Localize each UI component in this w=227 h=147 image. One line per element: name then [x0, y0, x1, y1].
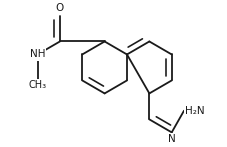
Text: NH: NH — [30, 49, 45, 59]
Text: H₂N: H₂N — [185, 106, 204, 116]
Text: N: N — [167, 134, 175, 144]
Text: CH₃: CH₃ — [28, 80, 46, 90]
Text: O: O — [56, 3, 64, 13]
